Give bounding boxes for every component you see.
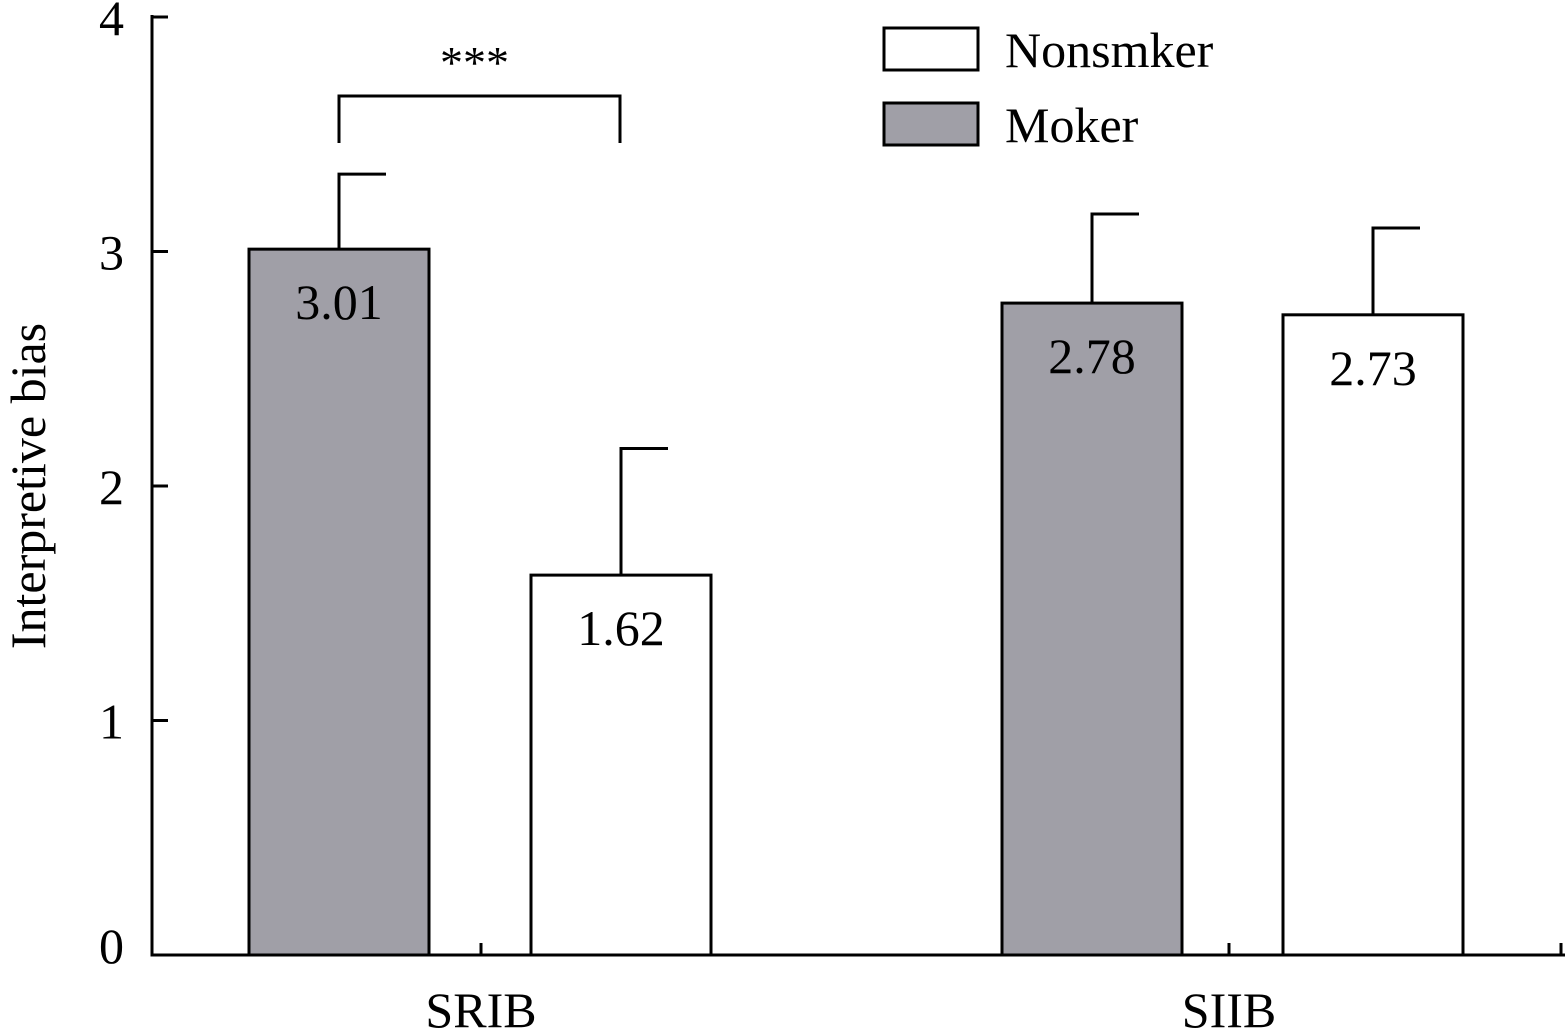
legend: Nonsmker Moker bbox=[882, 22, 1214, 153]
y-tick-label: 2 bbox=[99, 459, 124, 515]
data-label: 2.73 bbox=[1329, 340, 1417, 396]
y-tick-label: 4 bbox=[99, 0, 124, 46]
y-tick-label: 0 bbox=[99, 918, 124, 974]
legend-label: Moker bbox=[1005, 97, 1139, 153]
legend-swatch-nonsmker bbox=[882, 26, 980, 72]
bar-nonsmker-siib bbox=[1281, 313, 1465, 957]
data-label: 2.78 bbox=[1048, 328, 1136, 384]
axes: 0 1 2 3 4 SRIB SIIB bbox=[99, 0, 1565, 1029]
significance-label: *** bbox=[440, 37, 509, 88]
bar-moker-srib bbox=[247, 247, 431, 957]
bar-moker-siib bbox=[1000, 301, 1184, 957]
legend-swatch-moker bbox=[882, 101, 980, 147]
bars: 3.01 1.62 2.78 2.73 *** bbox=[247, 37, 1465, 957]
data-label: 1.62 bbox=[577, 600, 665, 656]
bar-nonsmker-srib bbox=[529, 573, 713, 957]
x-tick-label: SRIB bbox=[425, 982, 536, 1029]
legend-label: Nonsmker bbox=[1005, 22, 1214, 78]
y-axis-label: Interpretive bias bbox=[0, 323, 56, 649]
y-tick-label: 3 bbox=[99, 225, 124, 281]
data-label: 3.01 bbox=[295, 274, 383, 330]
x-tick-label: SIIB bbox=[1182, 982, 1276, 1029]
y-tick-label: 1 bbox=[99, 694, 124, 750]
significance-bracket bbox=[337, 94, 622, 143]
